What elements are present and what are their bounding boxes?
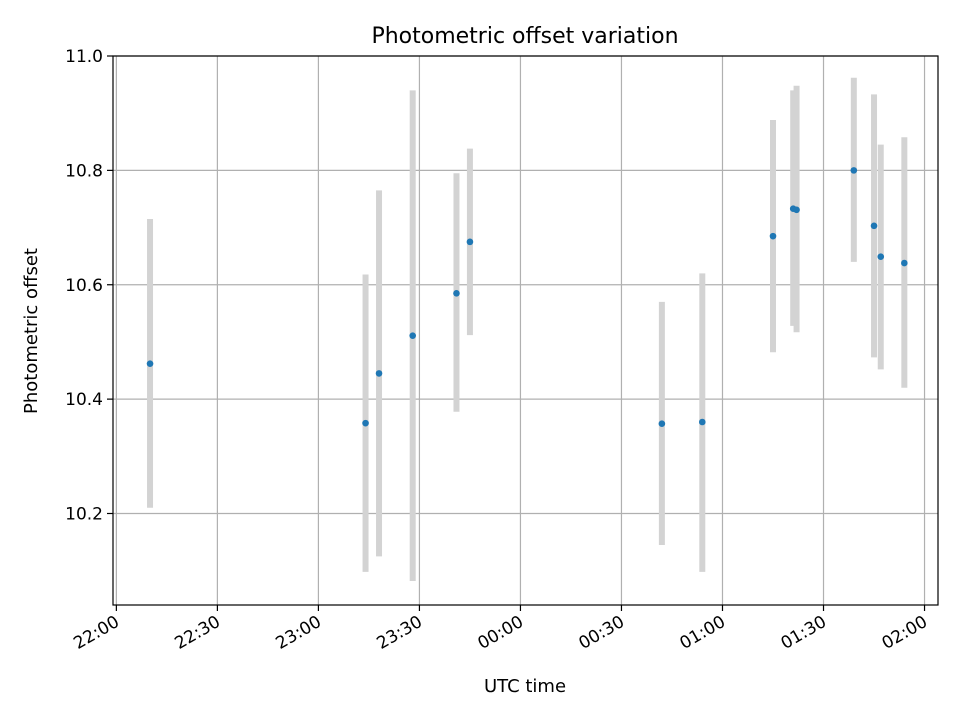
data-point: [453, 290, 460, 297]
data-point: [409, 332, 416, 339]
data-points: [146, 167, 908, 428]
y-tick-label: 10.2: [65, 505, 103, 525]
data-point: [901, 259, 908, 267]
data-point: [466, 238, 474, 246]
data-point: [769, 232, 777, 240]
data-point: [362, 419, 369, 427]
data-point: [698, 418, 706, 426]
data-point: [850, 167, 858, 174]
data-point: [146, 360, 154, 367]
data-point: [375, 370, 383, 377]
data-point: [793, 206, 800, 214]
plot-frame: [112, 55, 939, 606]
x-axis-label: UTC time: [484, 676, 566, 697]
data-point: [877, 253, 885, 261]
chart-title: Photometric offset variation: [371, 24, 678, 49]
y-axis-label: Photometric offset: [21, 248, 42, 414]
y-tick-label: 10.4: [65, 390, 103, 410]
y-tick-label: 10.6: [65, 276, 103, 296]
data-point: [658, 420, 666, 428]
y-tick-label: 11.0: [65, 47, 103, 67]
data-point: [870, 222, 878, 230]
y-tick-label: 10.8: [65, 161, 103, 181]
y-axis-ticks: 10.2 10.4 10.6 10.8 11.0: [65, 47, 113, 525]
